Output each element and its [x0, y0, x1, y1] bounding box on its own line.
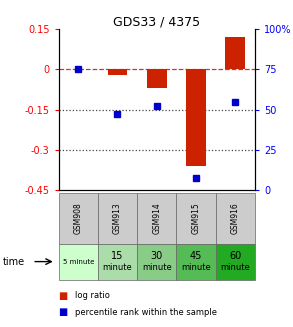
Bar: [226, 38, 245, 70]
Bar: [147, 70, 166, 88]
Text: minute: minute: [220, 263, 250, 272]
Text: GSM914: GSM914: [152, 202, 161, 234]
Text: time: time: [3, 257, 25, 267]
Text: percentile rank within the sample: percentile rank within the sample: [75, 308, 217, 317]
Text: 45: 45: [190, 251, 202, 261]
Bar: [108, 70, 127, 75]
Text: ■: ■: [59, 307, 68, 317]
Text: log ratio: log ratio: [75, 291, 110, 301]
Text: 5 minute: 5 minute: [62, 259, 94, 265]
Title: GDS33 / 4375: GDS33 / 4375: [113, 15, 200, 28]
Text: 60: 60: [229, 251, 241, 261]
Text: minute: minute: [103, 263, 132, 272]
Text: minute: minute: [142, 263, 172, 272]
Bar: [186, 70, 206, 166]
Text: minute: minute: [181, 263, 211, 272]
Text: GSM908: GSM908: [74, 202, 83, 234]
Text: GSM915: GSM915: [192, 202, 200, 234]
Text: 30: 30: [151, 251, 163, 261]
Text: GSM916: GSM916: [231, 202, 240, 234]
Text: 15: 15: [111, 251, 124, 261]
Text: ■: ■: [59, 291, 68, 301]
Text: GSM913: GSM913: [113, 202, 122, 234]
